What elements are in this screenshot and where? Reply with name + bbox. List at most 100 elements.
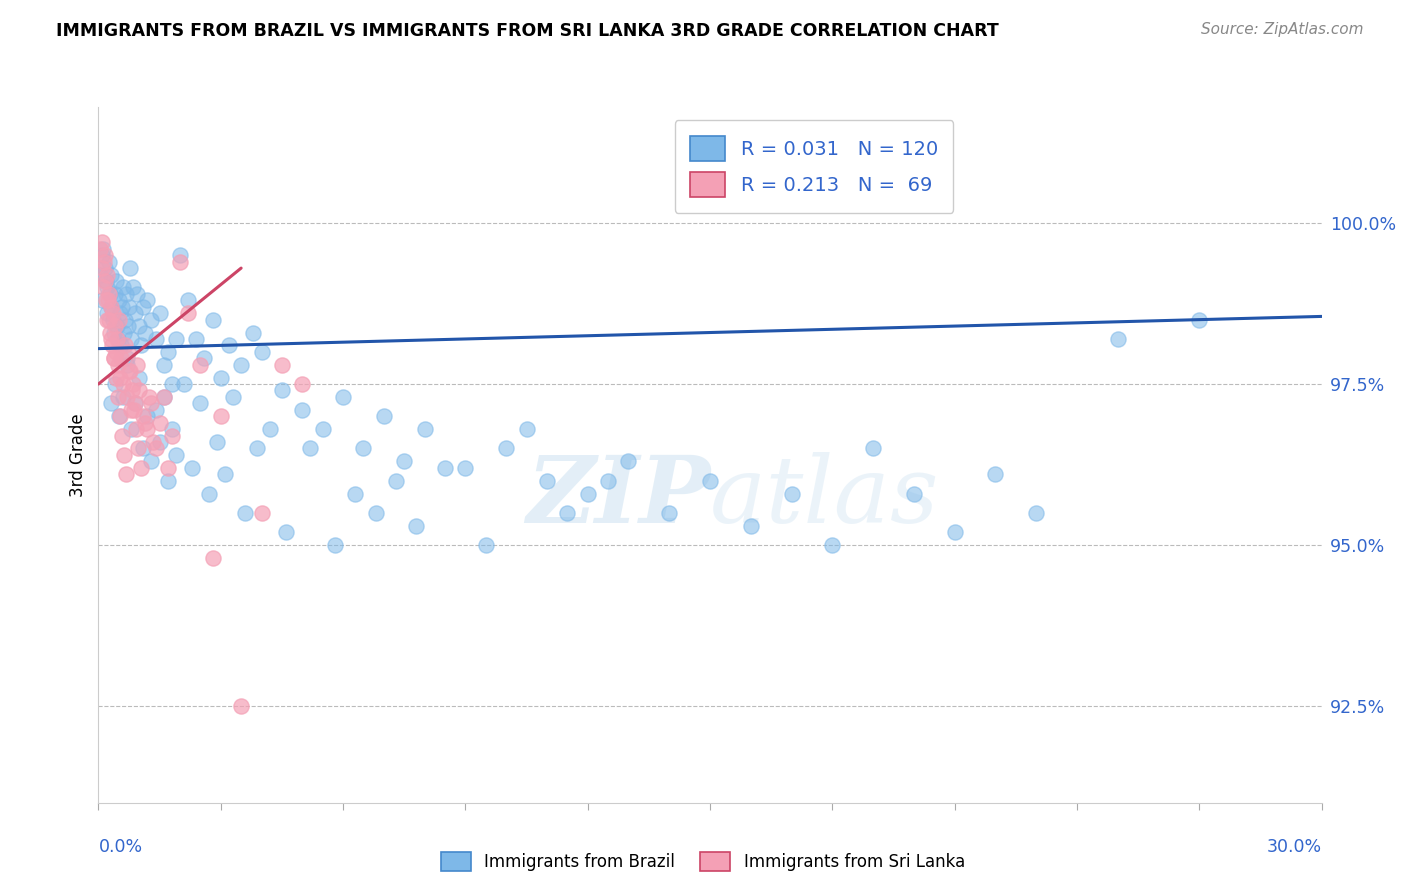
Point [141, 396, 163, 410]
Point [270, 384, 294, 398]
Point [433, 460, 456, 475]
Text: IMMIGRANTS FROM BRAZIL VS IMMIGRANTS FROM SRI LANKA 3RD GRADE CORRELATION CHART: IMMIGRANTS FROM BRAZIL VS IMMIGRANTS FRO… [56, 22, 1000, 40]
Point [128, 384, 150, 398]
Point [104, 370, 127, 384]
Point [96, 306, 118, 320]
Point [91, 242, 114, 256]
Point [231, 699, 253, 714]
Point [821, 538, 844, 552]
Point [188, 358, 212, 372]
Point [89, 268, 111, 282]
Point [107, 358, 129, 372]
Point [94, 274, 117, 288]
Point [108, 312, 131, 326]
Point [903, 486, 925, 500]
Point [94, 293, 117, 308]
Point [149, 306, 172, 320]
Point [291, 377, 314, 392]
Point [291, 402, 314, 417]
Point [111, 428, 134, 442]
Point [173, 377, 195, 392]
Point [138, 390, 160, 404]
Point [108, 409, 131, 424]
Point [105, 332, 128, 346]
Point [136, 293, 159, 308]
Point [274, 525, 297, 540]
Point [270, 358, 294, 372]
Point [124, 402, 146, 417]
Text: 0.0%: 0.0% [98, 838, 142, 856]
Point [125, 422, 148, 436]
Point [242, 326, 264, 340]
Text: ZIP: ZIP [526, 451, 710, 541]
Y-axis label: 3rd Grade: 3rd Grade [69, 413, 87, 497]
Point [984, 467, 1007, 482]
Text: Source: ZipAtlas.com: Source: ZipAtlas.com [1201, 22, 1364, 37]
Point [169, 254, 191, 268]
Point [111, 280, 134, 294]
Point [107, 390, 129, 404]
Point [352, 442, 374, 456]
Point [596, 474, 619, 488]
Point [104, 377, 127, 392]
Point [152, 390, 174, 404]
Point [149, 435, 172, 450]
Point [89, 242, 111, 256]
Point [100, 300, 122, 314]
Point [392, 454, 416, 468]
Point [156, 474, 179, 488]
Point [160, 422, 183, 436]
Point [160, 428, 183, 442]
Point [90, 248, 112, 262]
Point [108, 370, 131, 384]
Point [132, 300, 155, 314]
Point [120, 422, 142, 436]
Point [115, 358, 138, 372]
Text: atlas: atlas [710, 451, 939, 541]
Point [156, 460, 179, 475]
Point [91, 261, 114, 276]
Point [186, 332, 208, 346]
Point [110, 338, 132, 352]
Point [218, 338, 240, 352]
Point [124, 396, 146, 410]
Point [97, 286, 120, 301]
Point [536, 474, 558, 488]
Point [149, 416, 172, 430]
Point [120, 332, 142, 346]
Point [115, 286, 138, 301]
Point [145, 402, 167, 417]
Point [145, 332, 167, 346]
Point [555, 506, 579, 520]
Point [141, 312, 163, 326]
Point [617, 454, 640, 468]
Point [214, 467, 236, 482]
Point [169, 248, 191, 262]
Point [197, 486, 219, 500]
Point [128, 319, 150, 334]
Point [115, 467, 138, 482]
Point [100, 396, 122, 410]
Point [100, 268, 122, 282]
Point [96, 312, 118, 326]
Point [1188, 312, 1211, 326]
Legend: R = 0.031   N = 120, R = 0.213   N =  69: R = 0.031 N = 120, R = 0.213 N = 69 [675, 120, 953, 213]
Point [127, 358, 149, 372]
Point [93, 254, 115, 268]
Point [385, 474, 408, 488]
Point [100, 300, 122, 314]
Point [134, 416, 156, 430]
Point [209, 370, 232, 384]
Point [108, 306, 131, 320]
Point [97, 293, 120, 308]
Point [364, 506, 387, 520]
Point [103, 326, 125, 340]
Point [132, 409, 155, 424]
Point [152, 358, 174, 372]
Point [780, 486, 803, 500]
Point [943, 525, 966, 540]
Point [98, 326, 121, 340]
Point [193, 351, 215, 366]
Point [94, 274, 117, 288]
Point [1025, 506, 1047, 520]
